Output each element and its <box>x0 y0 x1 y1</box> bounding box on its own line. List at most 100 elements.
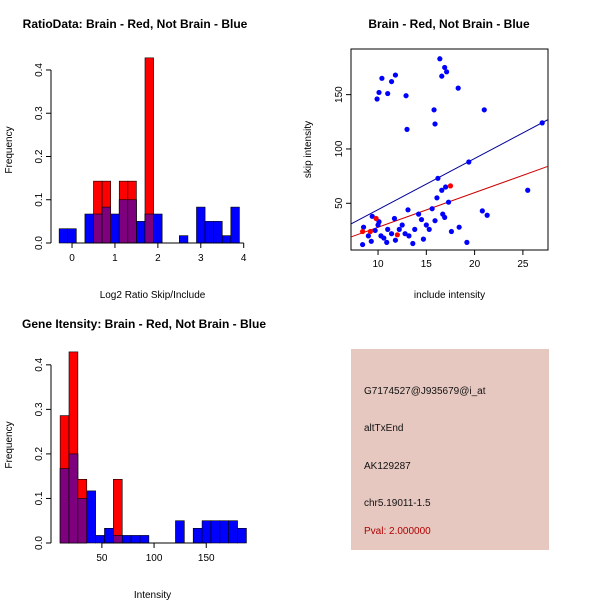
intensity-scatter-blue-point-9 <box>384 239 390 245</box>
gene-intensity-hist-ylabel: Frequency <box>4 421 15 468</box>
intensity-scatter-blue-point-24 <box>432 218 438 224</box>
intensity-scatter-ylabel: skip intensity <box>303 121 314 178</box>
intensity-scatter-blue-point-38 <box>403 93 409 99</box>
intensity-scatter-blue-point-47 <box>455 85 461 91</box>
intensity-scatter-blue-point-43 <box>437 56 443 62</box>
ratio-hist-ytick-label-2: 0.2 <box>34 149 45 163</box>
intensity-scatter-red-point-1 <box>367 228 373 235</box>
intensity-scatter-blue-point-0 <box>360 224 367 230</box>
ratio-hist-xlabel: Log2 Ratio Skip/Include <box>100 290 206 301</box>
gene-intensity-hist-ytick-label-2: 0.2 <box>34 447 45 461</box>
ratio-hist-overlap-bar-1 <box>101 206 111 244</box>
intensity-scatter-frame <box>350 48 549 251</box>
gene-intensity-hist-overlap-bar-0 <box>59 468 70 544</box>
intensity-scatter-blue-point-51 <box>484 212 490 218</box>
intensity-scatter-blue-point-13 <box>396 226 402 232</box>
accession-id: AK129287 <box>364 461 411 472</box>
intensity-scatter-blue-point-17 <box>410 240 416 247</box>
ratio-hist-xtick-label-3: 3 <box>198 253 204 264</box>
intensity-scatter-blue-point-42 <box>435 175 441 181</box>
intensity-scatter-red-point-0 <box>359 228 366 235</box>
intensity-scatter-fit-line-0 <box>350 119 549 225</box>
intensity-scatter-blue-point-15 <box>402 231 408 237</box>
gene-intensity-hist-ytick-label-4: 0.4 <box>34 357 45 371</box>
intensity-scatter-blue-point-1 <box>365 233 371 239</box>
intensity-scatter-blue-point-21 <box>423 222 429 228</box>
gene-intensity-hist-overlap-bar-2 <box>77 498 88 544</box>
intensity-scatter-blue-point-46 <box>444 69 450 75</box>
gene-intensity-hist-ytick-label-1: 0.1 <box>34 491 45 505</box>
intensity-scatter-blue-point-56 <box>391 215 398 222</box>
gene-intensity-hist-ytick-label-0: 0.0 <box>34 536 45 550</box>
intensity-scatter-title: Brain - Red, Not Brain - Blue <box>368 17 530 31</box>
ratio-hist-xtick-label-1: 1 <box>112 253 118 264</box>
ratio-hist-overlap-bar-4 <box>144 213 154 244</box>
ratio-hist-overlap-bar-2 <box>118 199 129 244</box>
intensity-scatter-ytick-label-0: 50 <box>334 197 345 209</box>
intensity-scatter-xlabel: include intensity <box>414 290 485 301</box>
ratio-hist-blue-bar-13 <box>204 221 214 244</box>
intensity-scatter-blue-point-32 <box>374 96 380 102</box>
ratio-hist-blue-bar-10 <box>153 213 163 244</box>
intensity-scatter-blue-point-19 <box>415 211 422 217</box>
intensity-scatter-blue-point-49 <box>479 208 485 214</box>
gene-intensity-hist-blue-bar-16 <box>237 527 247 544</box>
genomic-location: chr5.19011-1.5 <box>364 498 431 509</box>
intensity-scatter-blue-point-52 <box>525 187 531 193</box>
intensity-scatter-red-point-4 <box>447 183 454 189</box>
ratio-hist-blue-bar-15 <box>221 235 232 244</box>
intensity-scatter-blue-point-59 <box>443 184 449 190</box>
intensity-scatter-blue-point-44 <box>439 73 445 79</box>
intensity-scatter-blue-point-33 <box>376 89 382 96</box>
intensity-scatter-blue-point-53 <box>539 120 545 126</box>
intensity-scatter-blue-point-10 <box>385 226 391 232</box>
probe-id: G7174527@J935679@i_at <box>364 386 486 397</box>
intensity-scatter-blue-point-36 <box>388 78 395 85</box>
gene-intensity-hist-xlabel: Intensity <box>134 590 171 600</box>
intensity-scatter-blue-point-58 <box>440 211 446 217</box>
gene-intensity-hist-blue-bar-3 <box>86 490 96 544</box>
ratio-hist-ytick-label-3: 0.3 <box>34 106 45 120</box>
intensity-scatter-red-point-2 <box>373 215 379 222</box>
ratio-hist-blue-bar-0 <box>58 228 69 244</box>
intensity-scatter-blue-point-55 <box>405 207 411 213</box>
ratio-hist-ytick-label-0: 0.0 <box>34 236 45 250</box>
probe-info-panel: G7174527@J935679@i_at altTxEnd AK129287 … <box>351 349 549 550</box>
intensity-scatter-blue-point-23 <box>429 206 435 212</box>
ratio-hist-title: RatioData: Brain - Red, Not Brain - Blue <box>23 17 248 31</box>
gene-intensity-hist-blue-bar-9 <box>139 535 150 544</box>
intensity-scatter-blue-point-26 <box>439 187 445 193</box>
intensity-scatter-xtick-label-2: 20 <box>469 259 481 270</box>
intensity-scatter-xtick-label-3: 25 <box>517 259 529 270</box>
intensity-scatter-blue-point-12 <box>392 237 399 243</box>
ratio-hist-blue-bar-1 <box>67 228 77 244</box>
intensity-scatter-blue-point-31 <box>464 239 470 245</box>
ratio-hist-xtick-label-0: 0 <box>69 253 75 264</box>
gene-intensity-hist-xtick-label-2: 150 <box>198 553 215 564</box>
intensity-scatter-blue-point-2 <box>368 238 374 244</box>
gene-intensity-hist-blue-bar-8 <box>130 535 141 544</box>
gene-intensity-hist-blue-bar-5 <box>104 527 114 544</box>
gene-intensity-hist-xtick-label-0: 50 <box>96 553 108 564</box>
intensity-scatter-blue-point-25 <box>434 195 440 201</box>
intensity-scatter-blue-point-28 <box>445 199 452 205</box>
gene-intensity-hist-blue-bar-13 <box>210 520 221 544</box>
intensity-scatter-blue-point-3 <box>369 213 375 219</box>
intensity-scatter-blue-point-39 <box>404 126 410 132</box>
ratio-hist-blue-bar-11 <box>179 235 189 244</box>
ratio-hist-blue-bar-14 <box>213 221 223 244</box>
intensity-scatter-blue-point-29 <box>448 228 455 235</box>
gene-intensity-hist-blue-bar-12 <box>201 520 212 544</box>
gene-intensity-hist-blue-bar-15 <box>228 520 238 544</box>
intensity-scatter-blue-point-16 <box>406 233 412 239</box>
intensity-scatter-blue-point-11 <box>388 231 395 237</box>
intensity-scatter-blue-point-35 <box>385 90 391 97</box>
ratio-hist-blue-bar-16 <box>230 206 240 244</box>
intensity-scatter-blue-point-54 <box>359 241 366 248</box>
intensity-scatter-blue-point-37 <box>392 72 399 78</box>
intensity-scatter-red-point-3 <box>394 232 400 238</box>
gene-intensity-hist-blue-bar-4 <box>95 535 105 544</box>
intensity-scatter-blue-point-41 <box>432 121 438 127</box>
ratio-hist-ytick-label-4: 0.4 <box>34 63 45 77</box>
